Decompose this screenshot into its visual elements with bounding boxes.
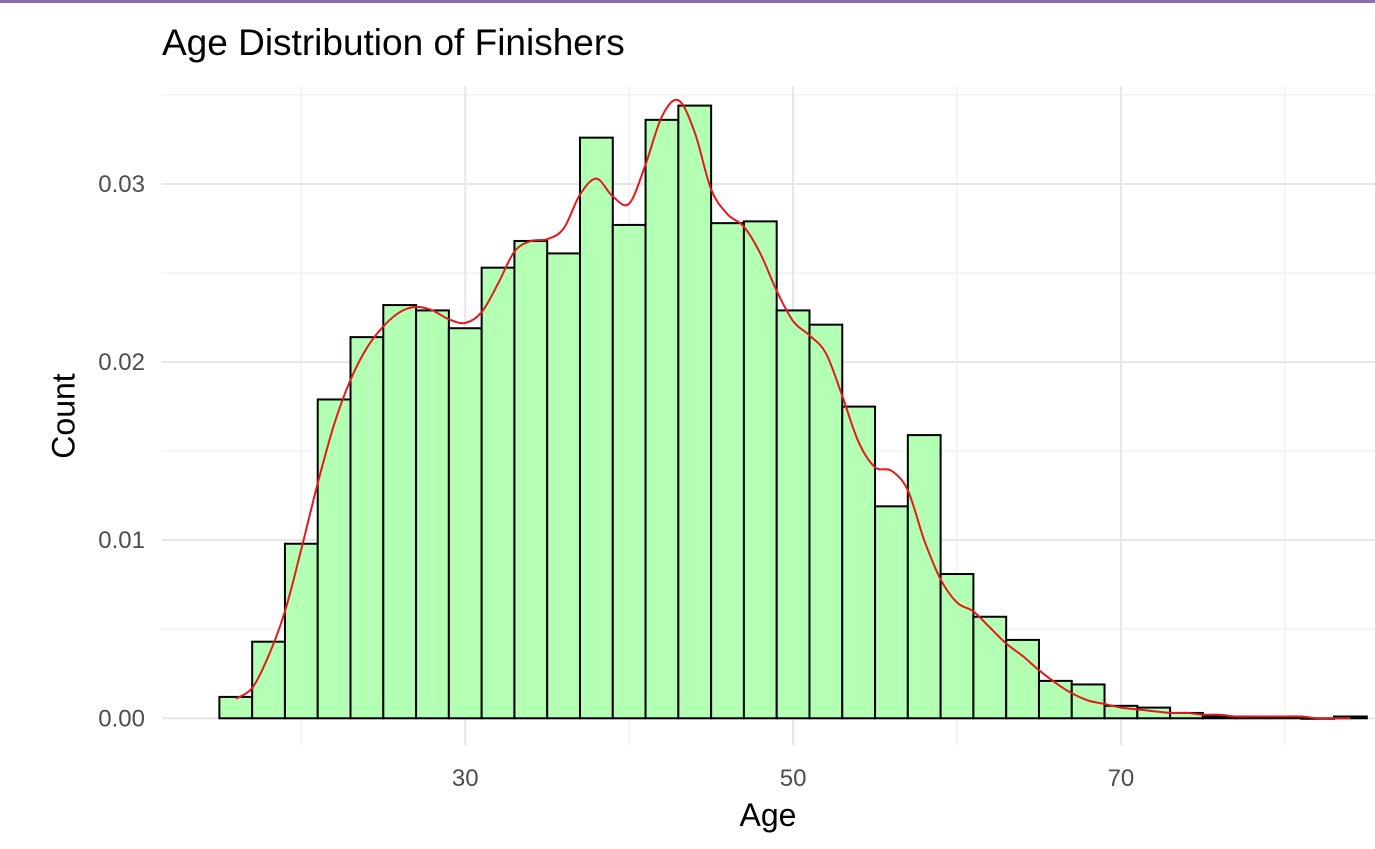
- histogram-bar: [939, 573, 975, 720]
- histogram-bar: [513, 239, 549, 720]
- y-tick-label: 0.00: [98, 705, 145, 732]
- y-axis-ticks: 0.00 0.01 0.02 0.03: [98, 171, 145, 732]
- histogram-bar: [316, 398, 352, 720]
- histogram-bar: [349, 336, 385, 720]
- y-tick-label: 0.01: [98, 527, 145, 554]
- histogram-bar: [775, 309, 811, 720]
- histogram-bar: [546, 252, 581, 720]
- y-tick-label: 0.03: [98, 171, 145, 198]
- histogram-bar: [480, 266, 516, 720]
- density-curve: [235, 98, 1351, 720]
- x-tick-label: 70: [1108, 765, 1135, 792]
- histogram-bar: [415, 309, 450, 720]
- histogram-bar: [972, 615, 1008, 720]
- top-border: [0, 0, 1375, 3]
- chart-title: Age Distribution of Finishers: [162, 22, 625, 63]
- histogram-bar: [906, 434, 942, 720]
- histogram-bar: [578, 136, 614, 720]
- x-tick-label: 30: [452, 765, 479, 792]
- x-axis-label: Age: [739, 797, 797, 833]
- histogram-bar: [218, 695, 254, 720]
- histogram-bar: [611, 223, 647, 720]
- histogram-bar: [841, 405, 877, 720]
- histogram-bar: [677, 104, 713, 720]
- histogram-bar: [644, 118, 680, 720]
- density-curve-group: [235, 98, 1351, 720]
- histogram-bar: [710, 222, 745, 720]
- histogram-bar: [742, 220, 778, 720]
- histogram-bar: [283, 542, 319, 720]
- x-tick-label: 50: [780, 765, 807, 792]
- histogram-bar: [1037, 679, 1073, 720]
- y-tick-label: 0.02: [98, 349, 145, 376]
- histogram-bar: [808, 323, 844, 720]
- x-axis-ticks: 30 50 70: [452, 765, 1134, 792]
- histogram-bar: [447, 327, 483, 720]
- histogram-bar: [1005, 638, 1040, 720]
- histogram-bar: [382, 304, 418, 720]
- histogram-bar: [874, 505, 909, 720]
